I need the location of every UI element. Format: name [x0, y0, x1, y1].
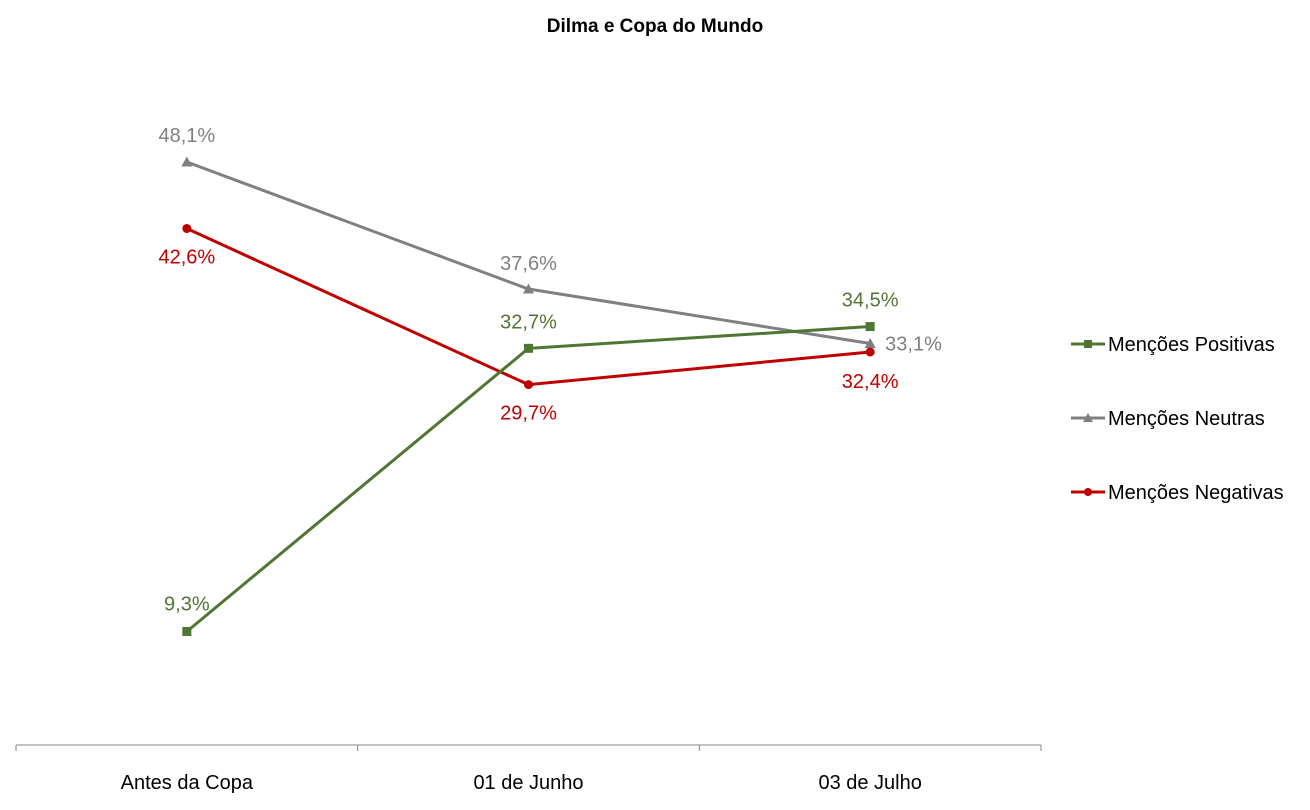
- data-label: 48,1%: [158, 125, 215, 147]
- legend-item: Menções Negativas: [1071, 482, 1284, 504]
- x-tick-label: 03 de Julho: [818, 772, 921, 794]
- data-point: [865, 322, 875, 332]
- x-axis: Antes da Copa 01 de Junho 03 de Julho: [15, 744, 1042, 794]
- data-point: [523, 283, 534, 294]
- series-line: [186, 227, 871, 387]
- data-label: 37,6%: [500, 253, 557, 275]
- x-tick-label: 01 de Junho: [473, 772, 583, 794]
- legend-item: Menções Positivas: [1071, 334, 1275, 356]
- data-point: [182, 626, 192, 636]
- legend-label: Menções Positivas: [1108, 334, 1275, 356]
- x-tick-label: Antes da Copa: [121, 772, 254, 794]
- data-label: 29,7%: [500, 403, 557, 425]
- legend-label: Menções Negativas: [1108, 482, 1284, 504]
- data-point: [524, 343, 533, 353]
- series-triangle: [181, 156, 876, 348]
- data-point: [524, 380, 533, 390]
- legend-marker: [1083, 413, 1093, 422]
- legend: Menções Positivas Menções Neutras Menções …: [1071, 334, 1284, 504]
- series-square: [182, 322, 875, 636]
- legend-marker: [1084, 340, 1092, 348]
- data-label: 32,7%: [500, 311, 557, 333]
- data-label: 33,1%: [885, 333, 942, 355]
- series-layer: [181, 156, 876, 636]
- legend-marker: [1084, 488, 1092, 496]
- data-point: [864, 337, 876, 348]
- data-labels: 9,3% 32,7% 34,5% 48,1% 37,6% 33,1% 42,6% 29,7% 3…: [158, 125, 942, 615]
- data-label: 32,4%: [842, 371, 899, 393]
- series-circle: [182, 224, 875, 390]
- chart-title: Dilma e Copa do Mundo: [547, 16, 763, 37]
- legend-label: Menções Neutras: [1108, 408, 1265, 430]
- series-line: [185, 325, 871, 633]
- data-point: [182, 224, 192, 234]
- data-label: 9,3%: [164, 593, 210, 615]
- data-label: 42,6%: [158, 247, 215, 269]
- legend-item: Menções Neutras: [1071, 408, 1265, 430]
- data-label: 34,5%: [842, 290, 899, 312]
- data-point: [865, 347, 875, 357]
- data-point: [181, 156, 193, 167]
